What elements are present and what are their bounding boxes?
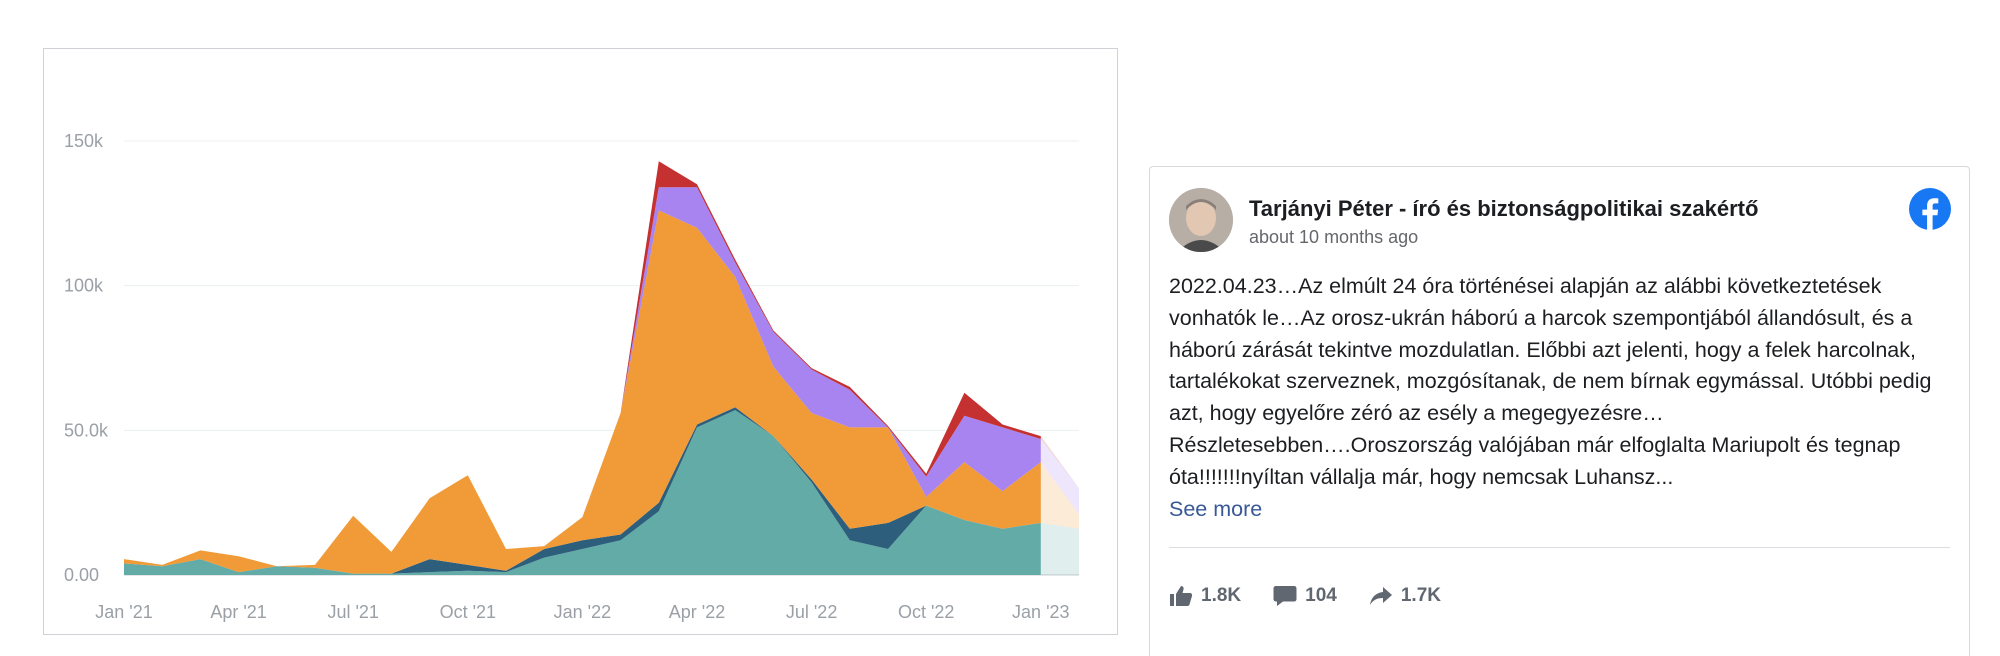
stacked-area-chart: 0.00 50.0k 100k 150k Jan '21 Apr '21 Jul '21 Oc… — [64, 131, 1079, 622]
post-text-content: 2022.04.23…Az elmúlt 24 óra történései a… — [1169, 274, 1932, 489]
engagement-stats: 1.8K 104 1.7K — [1169, 585, 1473, 607]
y-tick-label: 150k — [64, 131, 104, 151]
divider — [1169, 547, 1950, 548]
x-tick-label: Jul '21 — [327, 602, 378, 622]
x-tick-label: Jul '22 — [786, 602, 837, 622]
area-series-1 — [124, 410, 1041, 575]
comment-icon — [1273, 586, 1297, 606]
y-tick-label: 50.0k — [64, 420, 109, 440]
x-tick-label: Jan '22 — [554, 602, 611, 622]
see-more-link[interactable]: See more — [1169, 496, 1263, 521]
y-tick-label: 0.00 — [64, 565, 99, 585]
chart-panel: 0.00 50.0k 100k 150k Jan '21 Apr '21 Jul '21 Oc… — [43, 48, 1118, 635]
comments-stat[interactable]: 104 — [1273, 585, 1337, 607]
facebook-post-card[interactable]: Tarjányi Péter - író és biztonságpolitik… — [1149, 166, 1970, 656]
post-text: 2022.04.23…Az elmúlt 24 óra történései a… — [1169, 271, 1949, 525]
shares-count: 1.7K — [1400, 585, 1441, 606]
likes-count: 1.8K — [1201, 585, 1242, 606]
area-series-5-partial — [1040, 436, 1079, 489]
area-series-2 — [124, 407, 1041, 574]
likes-stat[interactable]: 1.8K — [1169, 585, 1241, 607]
x-tick-label: Apr '22 — [669, 602, 725, 622]
x-tick-label: Jan '23 — [1012, 602, 1069, 622]
x-tick-label: Oct '22 — [898, 602, 954, 622]
y-tick-label: 100k — [64, 276, 104, 296]
post-timestamp[interactable]: about 10 months ago — [1249, 227, 1419, 247]
area-series-1-partial — [1040, 522, 1079, 575]
area-series-4-partial — [1040, 439, 1079, 515]
facebook-icon[interactable] — [1909, 188, 1951, 230]
share-icon — [1369, 587, 1392, 605]
like-icon — [1170, 586, 1193, 606]
shares-stat[interactable]: 1.7K — [1369, 585, 1441, 607]
post-author-name[interactable]: Tarjányi Péter - író és biztonságpolitik… — [1249, 196, 1759, 221]
x-tick-label: Jan '21 — [95, 602, 152, 622]
x-tick-label: Oct '21 — [440, 602, 496, 622]
area-series-3-partial — [1040, 462, 1079, 529]
x-tick-label: Apr '21 — [210, 602, 266, 622]
author-avatar[interactable] — [1169, 188, 1233, 252]
comments-count: 104 — [1305, 585, 1337, 606]
